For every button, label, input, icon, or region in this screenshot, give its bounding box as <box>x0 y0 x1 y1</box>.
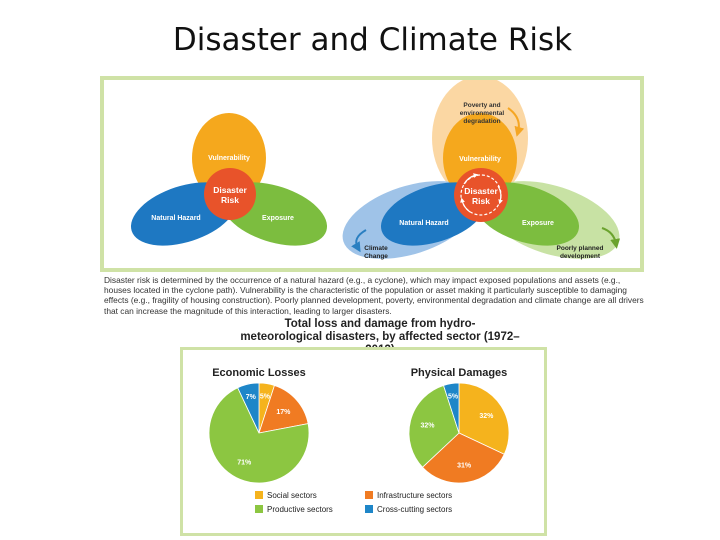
climate-label-1: Climate <box>364 245 388 252</box>
right-hazard-label: Natural Hazard <box>399 220 448 227</box>
pie-slice-physical-damages-social-sectors <box>458 382 510 455</box>
climate-label-2: Change <box>364 253 388 260</box>
left-hazard-label: Natural Hazard <box>151 215 200 222</box>
right-venn: Poverty and environmental degradation Vu… <box>342 76 621 260</box>
pie-chart-panel: Economic Losses Physical Damages 5% 17% 71… <box>180 347 547 536</box>
pie-label-physical-damages-productive-sectors: 32% <box>420 422 435 429</box>
legend-swatch-productive <box>255 505 263 513</box>
pie-slice-economic-losses-productive-sectors <box>208 387 310 484</box>
risk-arrow-1 <box>463 173 479 185</box>
pie-label-economic-losses-infrastructure-sectors: 17% <box>276 409 291 416</box>
legend: Social sectors Infrastructure sectors Pr… <box>255 491 452 514</box>
pie-slice-physical-damages-infrastructure-sectors <box>421 432 505 484</box>
risk-arrow-3 <box>460 197 471 213</box>
poverty-arrow <box>507 107 525 137</box>
legend-swatch-social <box>255 491 263 499</box>
risk-diagram-panel: Vulnerability Disaster Risk Natural Haza… <box>100 76 644 272</box>
pie-label-physical-damages-infrastructure-sectors: 31% <box>457 463 472 470</box>
legend-cross-cutting: Cross-cutting sectors <box>377 505 452 514</box>
legend-productive: Productive sectors <box>267 505 333 514</box>
physical-damages-title: Physical Damages <box>411 367 508 379</box>
pie-slice-economic-losses-cross-cutting-sectors <box>237 382 260 434</box>
risk-arrow-2 <box>497 185 503 205</box>
pie-label-economic-losses-productive-sectors: 71% <box>237 460 252 467</box>
risk-diagram-svg: Vulnerability Disaster Risk Natural Haza… <box>130 76 621 260</box>
right-risk-label-2: Risk <box>472 196 490 206</box>
pie-label-economic-losses-cross-cutting-sectors: 7% <box>246 394 257 401</box>
pie-label-physical-damages-cross-cutting-sectors: 5% <box>448 394 459 401</box>
right-exposure-label: Exposure <box>522 220 554 227</box>
right-risk-circle <box>454 168 508 222</box>
poverty-label-1: Poverty and <box>463 102 500 109</box>
planned-arrow <box>601 227 621 249</box>
pie-charts-svg: Economic Losses Physical Damages 5% 17% 71… <box>208 367 510 514</box>
pie-slice-economic-losses-infrastructure-sectors <box>258 384 309 434</box>
left-exposure-label: Exposure <box>262 215 294 222</box>
slide-title: Disaster and Climate Risk <box>172 22 573 58</box>
left-risk-circle <box>204 168 256 220</box>
right-vulnerability-label: Vulnerability <box>459 156 501 163</box>
poverty-label-2: environmental <box>460 110 505 117</box>
pie-label-physical-damages-social-sectors: 32% <box>479 413 494 420</box>
legend-social: Social sectors <box>267 491 317 500</box>
economic-losses-pie: 5% 17% 71% 7% <box>208 382 310 484</box>
left-risk-label-1: Disaster <box>213 185 247 195</box>
legend-infrastructure: Infrastructure sectors <box>377 491 452 500</box>
left-vulnerability-label: Vulnerability <box>208 155 250 162</box>
legend-swatch-infrastructure <box>365 491 373 499</box>
climate-arrow <box>351 229 367 253</box>
poverty-label-3: degradation <box>463 118 500 125</box>
pie-slice-physical-damages-cross-cutting-sectors <box>443 382 460 434</box>
planned-label-1: Poorly planned <box>557 245 604 252</box>
diagram-caption: Disaster risk is determined by the occur… <box>104 275 644 316</box>
legend-swatch-cross-cutting <box>365 505 373 513</box>
left-risk-label-2: Risk <box>221 195 239 205</box>
chart-heading-line-1: Total loss and damage from hydro- <box>284 318 476 330</box>
economic-losses-title: Economic Losses <box>212 367 306 379</box>
left-venn: Vulnerability Disaster Risk Natural Haza… <box>130 113 328 246</box>
pie-slice-physical-damages-productive-sectors <box>408 384 460 468</box>
pie-label-economic-losses-social-sectors: 5% <box>260 394 271 401</box>
physical-damages-pie: 32% 31% 32% 5% <box>408 382 510 484</box>
planned-label-2: development <box>560 253 601 260</box>
right-risk-label-1: Disaster <box>464 186 498 196</box>
